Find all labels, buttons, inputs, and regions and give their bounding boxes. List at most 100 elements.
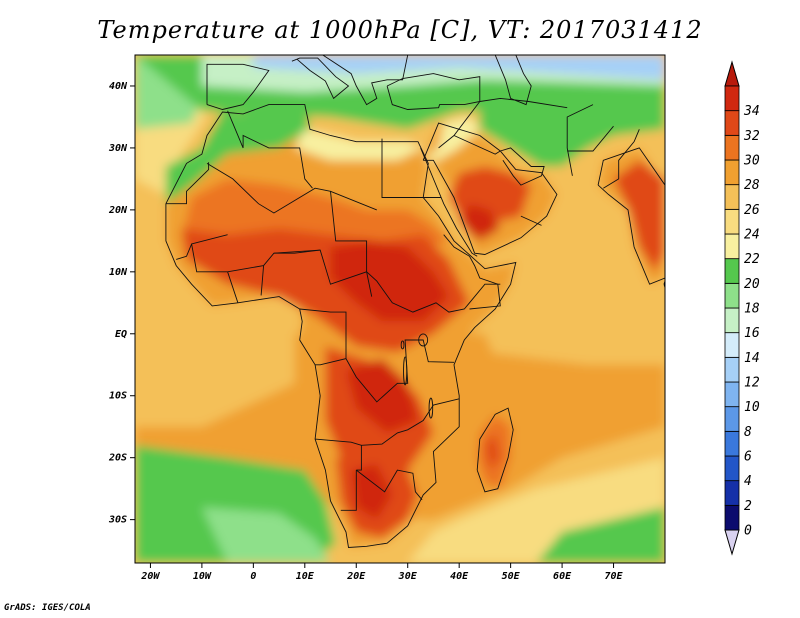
border-chad-sudan xyxy=(330,191,373,297)
colorbar-swatch xyxy=(724,406,740,432)
border-south-a xyxy=(315,398,460,446)
colorbar-over-arrow xyxy=(724,60,740,87)
colorbar-swatch xyxy=(724,208,740,235)
x-tick-label: 50E xyxy=(502,571,521,582)
y-tick-label: 10N xyxy=(109,267,128,278)
colorbar-swatch xyxy=(724,85,740,112)
madagascar-coastline xyxy=(476,407,514,493)
region-north-africa-coast xyxy=(294,129,424,161)
colorbar-swatch xyxy=(724,159,740,186)
turkey-coastline xyxy=(386,73,481,110)
colorbar-label: 22 xyxy=(744,252,760,267)
x-tick-label: 40E xyxy=(450,571,469,582)
border-south-b xyxy=(340,470,357,511)
colorbar-label: 0 xyxy=(744,524,752,539)
border-central-a xyxy=(299,308,347,366)
lake-victoria-outline xyxy=(418,333,429,347)
colorbar-label: 8 xyxy=(744,425,752,440)
region-ocean-equatorial-warm xyxy=(135,302,295,427)
colorbar-label: 26 xyxy=(744,203,760,218)
x-tick-label: 60E xyxy=(553,571,572,582)
border-west-1 xyxy=(176,243,193,260)
caspian-sea-outline xyxy=(494,55,532,106)
border-south-asia-2 xyxy=(567,125,614,152)
iberia-coastline xyxy=(206,63,270,110)
x-tick-label: 30E xyxy=(398,571,418,582)
colorbar-label: 4 xyxy=(744,474,752,489)
colorbar-swatch xyxy=(724,455,740,482)
border-horn xyxy=(443,234,501,310)
y-tick-label: 20N xyxy=(108,205,128,216)
colorbar-label: 6 xyxy=(744,450,752,465)
colorbar-swatch xyxy=(724,134,740,161)
y-tick-label: 30S xyxy=(108,515,127,526)
persian-gulf-outline xyxy=(500,147,545,186)
colorbar-label: 20 xyxy=(744,277,760,292)
lake-kivu-outline xyxy=(400,340,405,350)
border-west-2 xyxy=(227,271,239,303)
y-tick-label: 10S xyxy=(109,391,127,402)
lake-tanganyika-outline xyxy=(403,356,408,386)
region-madagascar-hot xyxy=(484,432,501,471)
colorbar-label: 28 xyxy=(744,178,760,193)
region-indian-ocean-north xyxy=(484,191,665,396)
region-levant-mild xyxy=(423,117,480,161)
x-tick-label: 0 xyxy=(250,571,256,582)
region-ocean-southeast-cool xyxy=(536,507,665,563)
colorbar-label: 12 xyxy=(744,376,760,391)
x-tick-label: 10E xyxy=(296,571,315,582)
border-south-asia-1 xyxy=(603,129,640,189)
region-india-hot xyxy=(613,160,665,272)
x-tick-label: 70E xyxy=(605,571,624,582)
region-nw-africa-cool xyxy=(165,104,310,204)
lake-malawi-outline xyxy=(428,397,434,419)
border-mideast-5 xyxy=(479,97,568,109)
region-central-core xyxy=(346,358,418,433)
colorbar-label: 34 xyxy=(743,104,760,119)
colorbar-swatch xyxy=(724,381,740,408)
region-sudan-core xyxy=(330,240,449,322)
y-tick-label: 40N xyxy=(109,81,128,92)
x-tick-label: 10W xyxy=(193,571,212,582)
colorbar-swatch xyxy=(724,430,740,457)
region-kalahari-core xyxy=(351,463,393,520)
border-west-3 xyxy=(260,265,265,296)
india-coastline xyxy=(597,147,665,285)
colorbar-label: 24 xyxy=(744,228,760,243)
colorbar-label: 18 xyxy=(744,302,760,317)
colorbar-under-arrow xyxy=(724,529,740,556)
colorbar-swatch xyxy=(724,282,740,309)
y-tick-label: 30N xyxy=(108,143,128,154)
colorbar-swatch xyxy=(724,480,740,506)
colorbar-label: 2 xyxy=(744,499,752,514)
region-europe-cold xyxy=(253,55,665,80)
border-sahara-b xyxy=(165,162,210,205)
x-axis: 20W 10W 0 10E 20E 30E 40E 50E 60E 70E xyxy=(140,563,624,582)
balkans-coastline xyxy=(322,55,409,106)
colorbar-label: 32 xyxy=(743,129,760,144)
credit-text: GrADS: IGES/COLA xyxy=(4,603,91,613)
region-iran-cool xyxy=(479,86,665,167)
map-title: Temperature at 1000hPa [C], VT: 20170314… xyxy=(97,16,703,44)
colorbar-swatch xyxy=(724,332,740,358)
border-mideast-3 xyxy=(520,215,542,226)
red-sea-outline xyxy=(420,147,478,257)
colorbar-label: 10 xyxy=(744,400,760,415)
region-ocean-south-coolest xyxy=(201,507,331,563)
colorbar-swatch xyxy=(724,258,740,284)
x-tick-label: 20W xyxy=(140,571,160,582)
sri-lanka-coastline xyxy=(663,279,665,290)
italy-coastline xyxy=(291,57,350,100)
colorbar-label: 16 xyxy=(744,326,760,341)
colorbar-label: 14 xyxy=(744,351,760,366)
colorbar-swatch xyxy=(724,504,740,531)
arabia-coastline xyxy=(422,122,558,255)
region-east-africa-highland xyxy=(418,346,449,396)
y-tick-label: EQ xyxy=(115,329,127,340)
colorbar-swatch xyxy=(724,356,740,383)
border-west-4 xyxy=(273,249,321,254)
colorbar-swatch xyxy=(724,184,740,210)
border-mideast-4 xyxy=(566,104,594,176)
colorbar-swatch xyxy=(724,233,740,260)
